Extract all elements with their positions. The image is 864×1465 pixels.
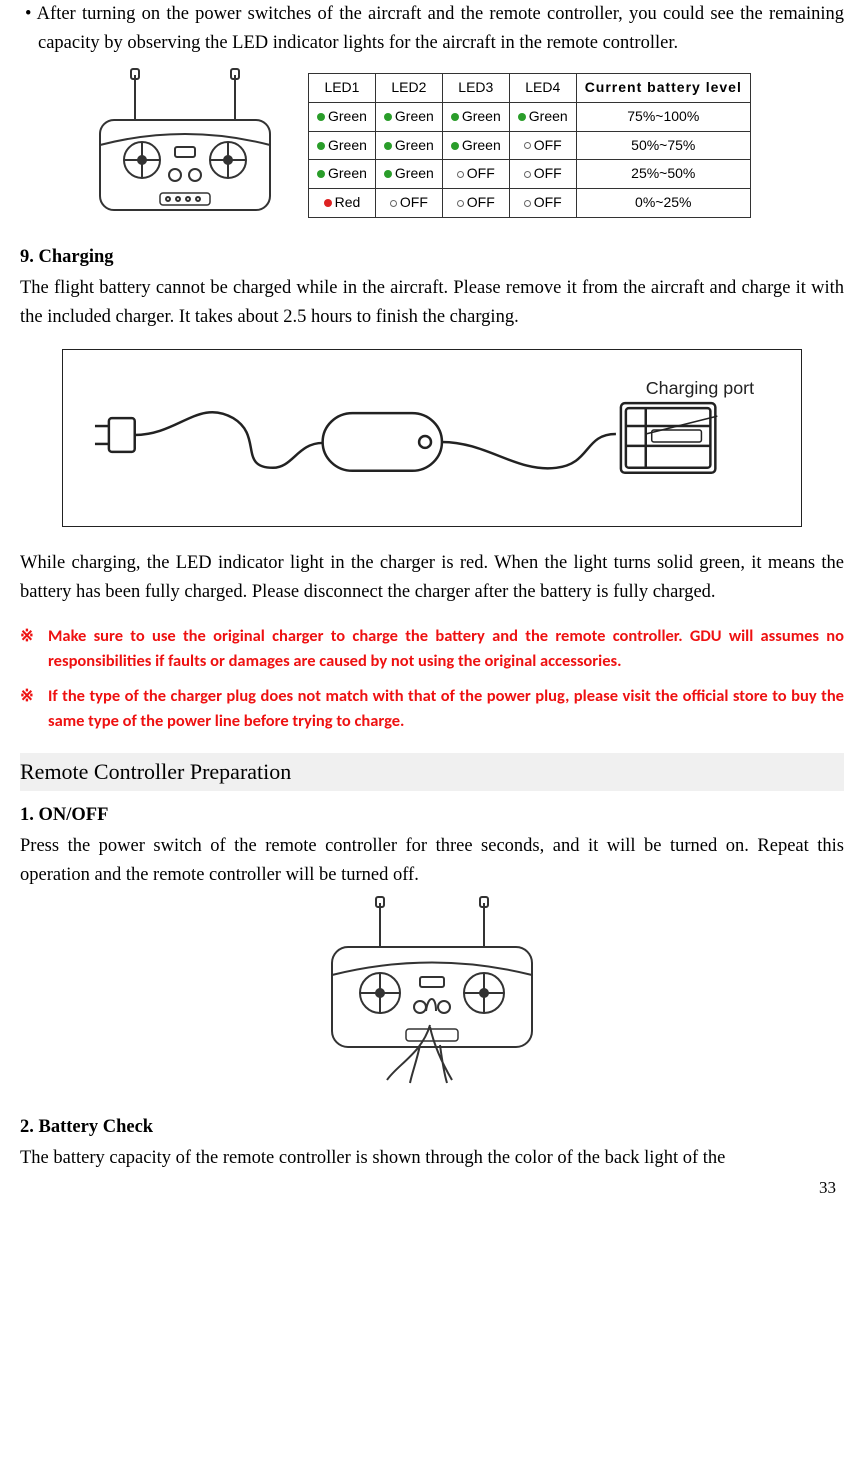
led-cell: Green [442,131,509,160]
heading-onoff: 1. ON/OFF [20,801,844,830]
led-header: Current battery level [576,74,750,103]
para-battery-check: The battery capacity of the remote contr… [20,1144,844,1173]
led-cell: Green [375,131,442,160]
led-level-cell: 50%~75% [576,131,750,160]
bullet-led-capacity: • After turning on the power switches of… [20,0,844,57]
led-cell: Green [309,102,376,131]
led-cell: OFF [509,131,576,160]
table-row: GreenGreenGreenOFF50%~75% [309,131,751,160]
led-cell: Green [442,102,509,131]
led-header: LED1 [309,74,376,103]
led-cell: OFF [442,188,509,217]
led-cell: Green [309,160,376,189]
led-cell: Green [309,131,376,160]
led-cell: OFF [375,188,442,217]
table-row: GreenGreenOFFOFF25%~50% [309,160,751,189]
warn-mark-icon: ※ [20,624,48,674]
led-cell: Green [375,102,442,131]
led-level-table: LED1LED2LED3LED4Current battery levelGre… [308,73,751,217]
warning-1-text: Make sure to use the original charger to… [48,624,844,674]
warning-2-text: If the type of the charger plug does not… [48,684,844,734]
led-cell: Green [375,160,442,189]
warning-1: ※ Make sure to use the original charger … [20,624,844,674]
para-charging-2: While charging, the LED indicator light … [20,549,844,606]
led-cell: OFF [442,160,509,189]
led-cell: Red [309,188,376,217]
led-level-cell: 25%~50% [576,160,750,189]
para-onoff: Press the power switch of the remote con… [20,832,844,889]
warning-2: ※ If the type of the charger plug does n… [20,684,844,734]
led-cell: OFF [509,188,576,217]
led-cell: Green [509,102,576,131]
heading-charging: 9. Charging [20,243,844,272]
page-number: 33 [20,1175,844,1201]
para-charging: The flight battery cannot be charged whi… [20,274,844,331]
charging-port-label: Charging port [646,379,754,399]
heading-battery-check: 2. Battery Check [20,1113,844,1142]
table-row: GreenGreenGreenGreen75%~100% [309,102,751,131]
led-cell: OFF [509,160,576,189]
led-header: LED2 [375,74,442,103]
led-header: LED3 [442,74,509,103]
section-remote-prep: Remote Controller Preparation [20,753,844,791]
figure-controller-led: LED1LED2LED3LED4Current battery levelGre… [80,65,844,225]
remote-controller-icon [80,65,290,225]
led-level-cell: 0%~25% [576,188,750,217]
led-header: LED4 [509,74,576,103]
figure-charger: Charging port [62,349,802,527]
warn-mark-icon: ※ [20,684,48,734]
led-level-cell: 75%~100% [576,102,750,131]
table-row: RedOFFOFFOFF0%~25% [309,188,751,217]
figure-onoff [20,895,844,1095]
